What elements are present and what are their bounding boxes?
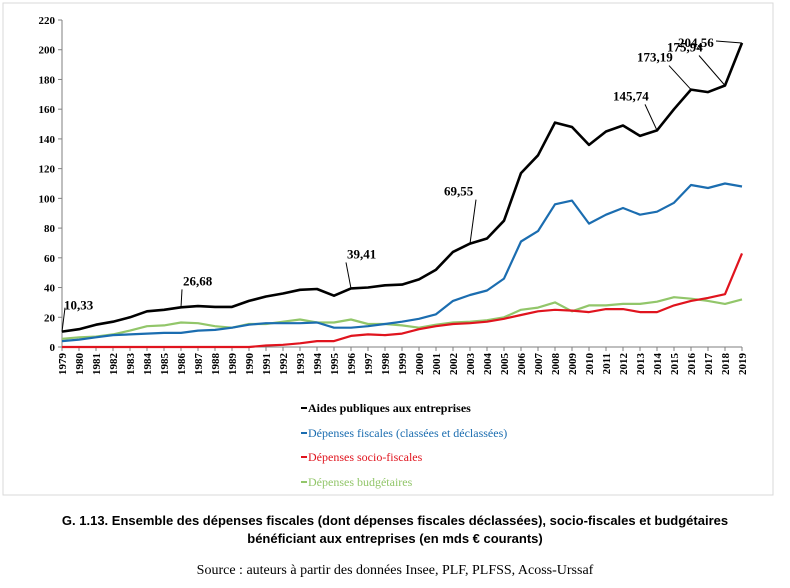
y-tick-label: 20: [44, 312, 56, 324]
annotation-label: 26,68: [183, 273, 213, 288]
x-tick-label: 2008: [550, 353, 562, 376]
x-tick-label: 1988: [210, 353, 222, 376]
x-tick-label: 1984: [142, 353, 154, 376]
x-tick-label: 1999: [397, 353, 409, 376]
x-tick-label: 2015: [669, 353, 681, 376]
annotation-label: 10,33: [64, 298, 94, 313]
annotation-label: 173,19: [637, 50, 673, 65]
annotation-leader: [715, 40, 743, 44]
x-tick-label: 2006: [516, 353, 528, 376]
y-tick-label: 120: [39, 164, 56, 176]
x-tick-label: 2003: [465, 353, 477, 376]
caption-line-1: G. 1.13. Ensemble des dépenses fiscales …: [61, 513, 729, 528]
chart-border: [2, 2, 774, 496]
x-tick-label: 2019: [737, 353, 749, 376]
x-tick-label: 1997: [363, 353, 375, 376]
x-tick-label: 2013: [635, 353, 647, 376]
annotation-leader: [469, 199, 477, 244]
y-tick-label: 0: [50, 342, 56, 354]
x-tick-label: 1981: [91, 353, 103, 375]
x-tick-label: 2009: [567, 353, 579, 376]
x-tick-label: 2010: [584, 353, 596, 376]
annotation-label: 145,74: [613, 88, 649, 103]
annotation-label: 204,56: [678, 35, 714, 50]
annotation-leader: [668, 65, 692, 90]
caption-line-2: bénéficiant aux entreprises (en mds € co…: [247, 531, 543, 546]
x-tick-label: 2016: [686, 353, 698, 376]
x-tick-label: 1998: [380, 353, 392, 376]
x-tick-label: 1985: [159, 353, 171, 376]
legend-label-3: Dépenses budgétaires: [308, 475, 413, 489]
x-tick-label: 2012: [618, 353, 630, 376]
source-note: Source : auteurs à partir des données In…: [196, 563, 594, 578]
annotation-leader: [180, 289, 183, 308]
x-tick-label: 2007: [533, 353, 545, 376]
x-tick-label: 1993: [295, 353, 307, 376]
y-tick-label: 100: [39, 193, 56, 205]
x-tick-label: 2000: [414, 353, 426, 376]
series-line-2: [62, 252, 744, 349]
annotation-label: 175,94: [667, 39, 703, 54]
x-tick-label: 1989: [227, 353, 239, 376]
figure-caption: G. 1.13. Ensemble des dépenses fiscales …: [0, 512, 790, 548]
x-tick-label: 1992: [278, 353, 290, 376]
series-line-3: [61, 296, 743, 340]
y-tick-label: 140: [39, 134, 56, 146]
x-tick-label: 1987: [193, 353, 205, 376]
x-tick-label: 2011: [601, 353, 613, 374]
x-tick-label: 1996: [346, 353, 358, 376]
y-tick-label: 40: [44, 283, 56, 295]
x-tick-label: 1983: [125, 353, 137, 376]
annotation-leader: [345, 262, 352, 289]
x-tick-label: 2001: [431, 353, 443, 375]
annotation-label: 69,55: [444, 184, 474, 199]
x-tick-label: 2005: [499, 353, 511, 376]
x-tick-label: 2014: [652, 353, 664, 376]
x-tick-label: 1991: [261, 353, 273, 375]
chart-frame: 0 20 40 60 80 100 120 140 160 180 200 220 1979 1980 19…: [2, 2, 774, 496]
annotation-leader: [644, 104, 658, 131]
x-tick-label: 1990: [244, 353, 256, 376]
x-tick-label: 1994: [312, 353, 324, 376]
x-tick-label: 2018: [720, 353, 732, 376]
legend-label-0: Aides publiques aux entreprises: [308, 401, 471, 415]
y-tick-label: 160: [39, 104, 56, 116]
x-tick-label: 2004: [482, 353, 494, 376]
y-tick-label: 220: [39, 15, 56, 27]
x-tick-label: 1979: [57, 353, 69, 376]
annotation-label: 39,41: [347, 246, 376, 261]
y-tick-label: 80: [44, 223, 56, 235]
x-tick-label: 1986: [176, 353, 188, 376]
x-tick-label: 2017: [703, 353, 715, 376]
series-line-0: [61, 42, 744, 333]
line-chart: 0 20 40 60 80 100 120 140 160 180 200 220 1979 1980 19…: [2, 2, 774, 496]
x-tick-label: 1982: [108, 353, 120, 376]
y-tick-label: 200: [39, 45, 56, 57]
series-line-1: [61, 182, 743, 343]
legend-label-1: Dépenses fiscales (classées et déclassée…: [308, 426, 507, 440]
x-tick-label: 1980: [74, 353, 86, 376]
y-tick-label: 60: [44, 253, 56, 265]
annotation-leader: [61, 307, 66, 332]
legend-label-2: Dépenses socio-fiscales: [308, 450, 423, 464]
x-tick-label: 2002: [448, 353, 460, 376]
y-tick-label: 180: [39, 74, 56, 86]
x-tick-label: 1995: [329, 353, 341, 376]
annotation-leader: [698, 55, 726, 86]
